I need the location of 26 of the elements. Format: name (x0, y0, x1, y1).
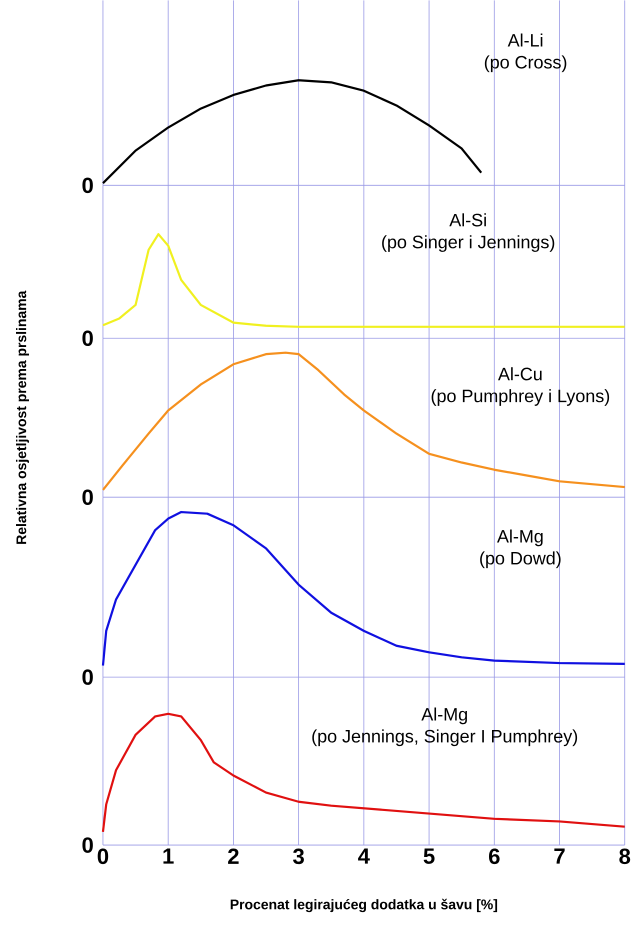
x-tick-label: 2 (228, 848, 239, 864)
chart-title: Al-Li (508, 33, 542, 46)
x-tick-label: 5 (424, 848, 435, 864)
text: Al-Cu (498, 367, 542, 380)
x-tick-label: 3 (293, 848, 304, 864)
text: 0 (82, 669, 94, 685)
x-tick-label: 6 (489, 848, 500, 864)
text: 0 (82, 837, 94, 853)
text: (po Pumphrey i Lyons) (432, 389, 610, 406)
chart-title: Al-Si (449, 213, 486, 226)
text: 0 (82, 178, 94, 194)
text: (po Jennings, Singer I Pumphrey) (312, 729, 578, 746)
x-tick-label: 7 (554, 848, 565, 864)
text: 0 (82, 330, 94, 346)
chart-subtitle: (po Singer i Jennings) (382, 235, 554, 252)
x-tick-label: 0 (98, 848, 108, 864)
x-tick-label: 8 (619, 848, 630, 864)
chart-title: Al-Mg (421, 707, 468, 724)
y-axis-title: Relativna osjetljivost prema prslinama (16, 290, 30, 544)
text: Al-Mg (497, 529, 543, 546)
x-tick-label: 1 (164, 848, 174, 864)
x-axis-title: Procenat legirajućeg dodatka u šavu [%] (230, 898, 498, 912)
x-tick-label: 4 (358, 848, 370, 864)
text: 0 (82, 489, 94, 505)
text: (po Dowd) (480, 551, 561, 568)
chart-subtitle: (po Cross) (485, 55, 566, 72)
